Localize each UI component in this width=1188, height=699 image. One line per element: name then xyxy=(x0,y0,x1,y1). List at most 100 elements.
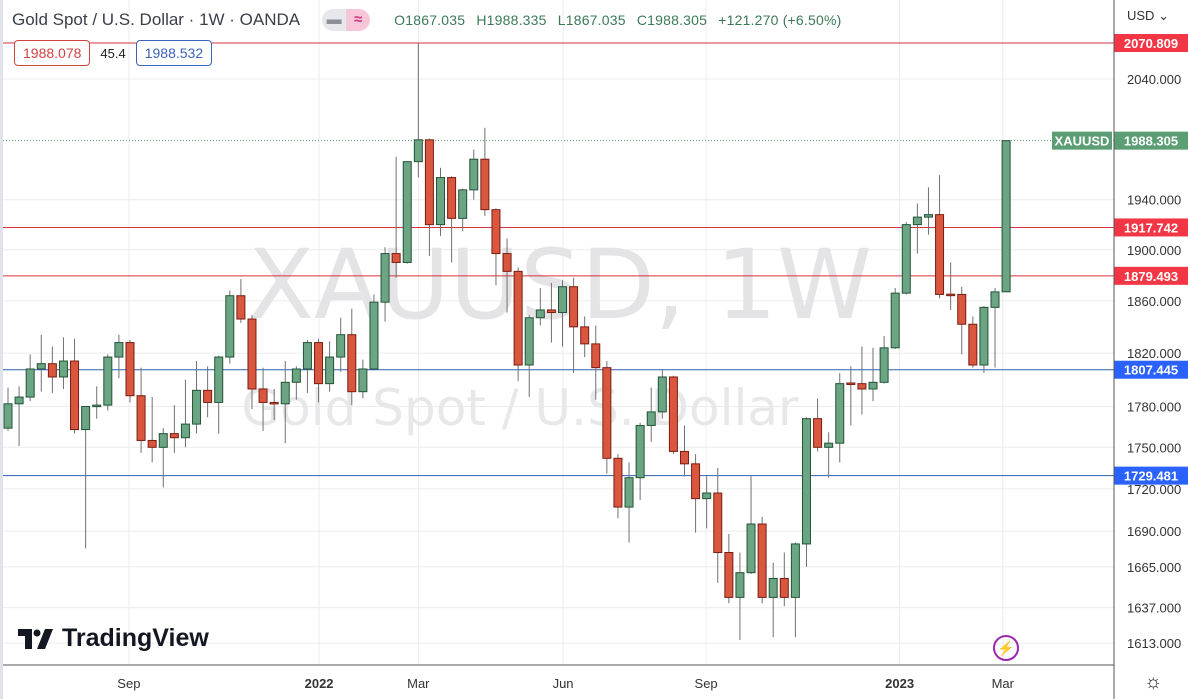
candle-up xyxy=(801,418,811,545)
symbol-tag xyxy=(1052,131,1112,150)
x-tick-label: Mar xyxy=(992,676,1015,691)
candle-down xyxy=(147,439,157,448)
left-edge-strip xyxy=(0,0,3,699)
candle-down xyxy=(236,295,246,320)
x-tick-label: Jun xyxy=(553,676,574,691)
candle-up xyxy=(469,158,479,191)
candle-down xyxy=(679,450,689,465)
candle-down xyxy=(713,492,723,554)
candle-down xyxy=(269,401,279,405)
candle-up xyxy=(979,306,989,366)
candle-down xyxy=(47,363,57,378)
candle-down xyxy=(569,286,579,328)
candle-up xyxy=(3,403,13,429)
chart-mode-toggle[interactable]: ▬ ≈ xyxy=(322,9,371,31)
candle-down xyxy=(169,433,179,439)
candle-down xyxy=(813,418,823,448)
candle-up xyxy=(413,139,423,163)
candle-down xyxy=(602,367,612,459)
candle-down xyxy=(668,376,678,452)
candle-up xyxy=(657,376,667,413)
level-price-tag xyxy=(1114,33,1188,52)
candle-up xyxy=(380,253,390,303)
level-price-tag xyxy=(1114,218,1188,237)
x-tick-label: 2022 xyxy=(305,676,334,691)
sell-button[interactable]: 1988.078 xyxy=(14,40,91,66)
candle-up xyxy=(923,214,933,218)
candle-down xyxy=(513,270,523,366)
candle-down xyxy=(125,342,135,397)
candle-down xyxy=(247,318,257,390)
candle-down xyxy=(580,326,590,345)
x-tick-label: Sep xyxy=(117,676,140,691)
candle-down xyxy=(757,523,767,598)
candle-down xyxy=(591,343,601,369)
minus-icon[interactable]: ▬ xyxy=(322,9,347,31)
y-tick-label: 1637.000 xyxy=(1127,601,1181,616)
candle-down xyxy=(347,334,357,393)
y-tick-label: 1900.000 xyxy=(1127,243,1181,258)
candle-up xyxy=(901,224,911,294)
candle-up xyxy=(158,433,168,448)
change-value: +121.270 (+6.50%) xyxy=(718,12,842,28)
level-price-tag xyxy=(1114,266,1188,285)
currency-selector[interactable]: USD ⌄ xyxy=(1127,8,1169,24)
candle-up xyxy=(790,543,800,598)
candle-down xyxy=(779,577,789,598)
close-value: C1988.305 xyxy=(636,12,708,28)
high-value: H1988.335 xyxy=(476,12,547,28)
candle-down xyxy=(203,389,213,403)
candle-down xyxy=(391,253,401,263)
candle-down xyxy=(846,382,856,385)
candle-down xyxy=(70,360,80,431)
candle-up xyxy=(25,368,35,398)
y-tick-label: 1720.000 xyxy=(1127,482,1181,497)
candle-up xyxy=(14,396,24,405)
candle-up xyxy=(36,363,46,370)
tradingview-logo-icon xyxy=(18,628,53,649)
candle-up xyxy=(1001,140,1011,293)
approx-icon[interactable]: ≈ xyxy=(346,9,371,31)
candle-down xyxy=(724,552,734,598)
x-tick-label: Sep xyxy=(695,676,718,691)
candle-down xyxy=(502,253,512,272)
level-price-label: 1879.493 xyxy=(1124,269,1178,284)
candle-up xyxy=(192,389,202,425)
candle-up xyxy=(280,381,290,405)
candle-up xyxy=(436,177,446,226)
candle-up xyxy=(558,286,567,314)
spread-value: 45.4 xyxy=(100,45,126,61)
currency-label: USD xyxy=(1127,8,1155,23)
watermark-subtitle: Gold Spot / U.S. Dollar xyxy=(241,379,799,437)
settings-gear-icon[interactable]: ☼ xyxy=(1144,671,1163,693)
y-tick-label: 1860.000 xyxy=(1127,294,1181,309)
level-price-label: 1917.742 xyxy=(1124,220,1178,235)
candle-up xyxy=(912,216,922,226)
candle-down xyxy=(957,293,967,325)
level-price-label: 1807.445 xyxy=(1124,363,1178,378)
symbol-header: Gold Spot / U.S. Dollar · 1W · OANDA ▬ ≈… xyxy=(12,9,849,31)
y-tick-label: 1820.000 xyxy=(1127,346,1181,361)
candle-up xyxy=(225,295,235,358)
candle-down xyxy=(424,139,434,226)
buy-button[interactable]: 1988.532 xyxy=(135,40,213,66)
candle-up xyxy=(535,309,545,319)
symbol-tag-label: XAUUSD xyxy=(1055,134,1110,149)
tradingview-logo[interactable]: TradingView xyxy=(18,624,209,653)
candle-down xyxy=(491,209,501,255)
level-price-tag xyxy=(1114,360,1188,379)
candle-down xyxy=(258,388,268,403)
candle-up xyxy=(81,405,91,431)
candle-up xyxy=(358,368,368,393)
candle-up xyxy=(868,381,878,390)
y-tick-label: 1940.000 xyxy=(1127,193,1181,208)
symbol-title[interactable]: Gold Spot / U.S. Dollar · 1W · OANDA xyxy=(12,10,301,29)
chevron-down-icon: ⌄ xyxy=(1158,8,1169,23)
candle-up xyxy=(835,383,845,444)
candle-down xyxy=(136,395,146,441)
logo-text: TradingView xyxy=(62,624,209,652)
candle-up xyxy=(92,404,102,408)
ohlc-readout: O1867.035 H1988.335 L1867.035 C1988.305 … xyxy=(394,12,848,28)
lightning-icon[interactable]: ⚡ xyxy=(993,635,1019,661)
